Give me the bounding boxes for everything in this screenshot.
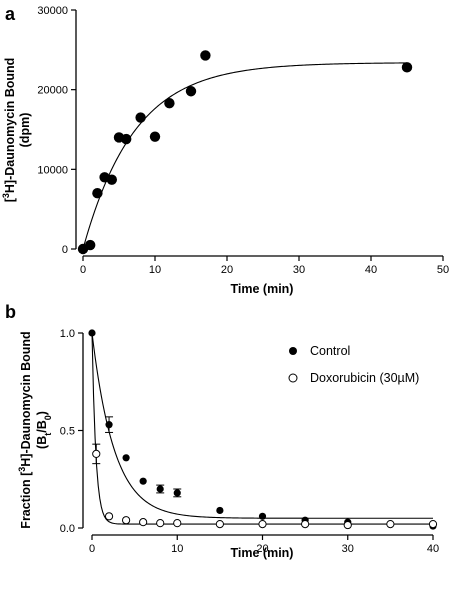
- data-point: [173, 489, 181, 497]
- data-point-open: [386, 520, 395, 529]
- data-point-open: [122, 516, 131, 525]
- panel-b-x-tick-label: 10: [171, 543, 183, 555]
- legend-doxorubicin-marker: [288, 373, 298, 383]
- panel-b-legend: Control Doxorubicin (30µM): [288, 344, 419, 385]
- panel-b-x-axis-label: Time (min): [231, 546, 294, 560]
- panel-b-x-tick-label: 30: [342, 543, 354, 555]
- panel-a-x-tick-label: 40: [365, 264, 377, 276]
- data-point: [185, 86, 197, 97]
- panel-b-x-tick-label: 0: [89, 543, 95, 555]
- panel-b-y-axis-label: Fraction [3H]-Daunomycin Bound: [17, 331, 33, 528]
- data-point-open: [215, 520, 224, 529]
- panel-b-fit-curves: [91, 332, 433, 525]
- panel-a-y-tick-label: 0: [62, 244, 68, 256]
- panel-a-x-tick-label: 0: [80, 264, 86, 276]
- data-point: [216, 506, 224, 515]
- panel-a-axes: 0 10000 20000 30000 0 10 20 30 40 50: [37, 5, 449, 276]
- data-point: [164, 98, 175, 109]
- panel-a-y-axis-label: [3H]-Daunomycin Bound: [1, 58, 17, 203]
- panel-b-label: b: [5, 302, 16, 322]
- legend-control-marker: [289, 347, 297, 355]
- panel-a-fit-curve: [82, 62, 408, 250]
- panel-b-axes: 0.0 0.5 1.0 0 10 20 30 40: [60, 328, 439, 555]
- panel-a-y-tick-label: 10000: [37, 164, 68, 176]
- data-point: [121, 133, 132, 145]
- data-point-open: [343, 520, 352, 530]
- data-point: [149, 131, 161, 142]
- data-point-open: [258, 520, 267, 529]
- data-point: [122, 454, 130, 462]
- panel-b-fit-curve-0: [91, 332, 433, 519]
- legend-doxorubicin-label: Doxorubicin (30µM): [310, 371, 419, 385]
- data-point: [88, 329, 96, 337]
- panel-a: a 0 10000 20000 30000 0 10 20 30 40 50 Time (min)…: [1, 4, 449, 296]
- panel-b-x-tick-label: 40: [427, 543, 439, 555]
- panel-a-x-tick-label: 10: [149, 264, 161, 276]
- panel-a-label: a: [5, 4, 16, 24]
- panel-b: b 0.0 0.5 1.0 0 10 20 30 40 Time (min) Fraction…: [5, 302, 439, 560]
- data-point: [156, 485, 164, 493]
- data-point: [106, 174, 118, 185]
- legend-control-label: Control: [310, 344, 350, 358]
- data-point: [85, 239, 96, 251]
- panel-b-y-axis-label-line2: (Bt/B0): [35, 411, 53, 449]
- data-point: [139, 477, 147, 485]
- panel-a-y-tick-label: 20000: [37, 85, 68, 97]
- panel-b-x-tick-label: 20: [256, 543, 268, 555]
- panel-b-fit-curve-1: [91, 332, 433, 525]
- panel-a-points: [77, 50, 413, 255]
- panel-a-fit-curve-0: [82, 62, 408, 250]
- panel-a-x-tick-label: 20: [221, 264, 233, 276]
- data-point-open: [301, 520, 310, 529]
- panel-a-y-axis-label-line2: (dpm): [18, 113, 32, 148]
- data-point: [135, 112, 146, 123]
- data-point-open: [104, 512, 114, 521]
- data-point: [92, 188, 103, 199]
- panel-b-y-tick-label: 0.5: [60, 426, 75, 438]
- panel-a-y-tick-label: 30000: [37, 5, 68, 17]
- data-point-open: [92, 449, 101, 458]
- data-point-open: [139, 518, 148, 527]
- data-point: [401, 62, 413, 73]
- panel-a-x-axis-label: Time (min): [231, 282, 294, 296]
- data-point: [105, 421, 113, 429]
- data-point-open: [428, 520, 438, 529]
- panel-b-points: [88, 329, 438, 530]
- data-point: [258, 512, 267, 520]
- panel-a-x-tick-label: 50: [437, 264, 449, 276]
- data-point-open: [173, 519, 182, 528]
- panel-b-y-tick-label: 0.0: [60, 523, 75, 535]
- data-point-open: [156, 519, 165, 528]
- data-point: [200, 50, 211, 61]
- panel-a-x-tick-label: 30: [293, 264, 305, 276]
- panel-b-y-tick-label: 1.0: [60, 328, 75, 340]
